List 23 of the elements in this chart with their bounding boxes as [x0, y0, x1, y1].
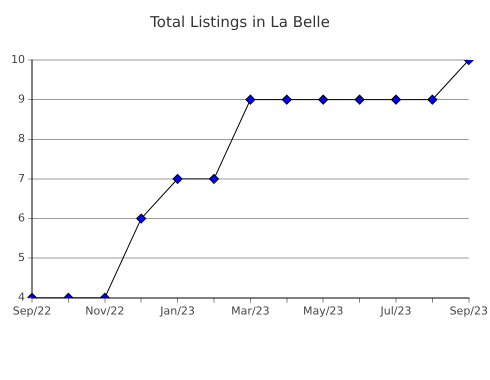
y-tick-label: 6: [18, 211, 25, 224]
x-tick-label: Sep/22: [12, 304, 52, 318]
point: [354, 94, 365, 105]
point: [172, 174, 183, 184]
point: [208, 174, 219, 184]
x-tick-label: Sep/23: [450, 304, 488, 318]
point: [282, 94, 292, 105]
point: [390, 94, 401, 105]
chart-title: Total Listings in La Belle: [149, 12, 330, 31]
x-tick-label: Mar/23: [231, 304, 270, 318]
y-tick-label: 5: [18, 251, 25, 264]
y-tick-label: 7: [18, 172, 25, 185]
x-tick-label: Jan/23: [159, 304, 195, 318]
x-tick-label: Jul/23: [379, 304, 412, 318]
y-tick-label: 8: [18, 132, 25, 146]
point: [427, 94, 438, 105]
x-tick-label: May/23: [302, 304, 344, 318]
point: [318, 94, 328, 105]
x-tick-label: Nov/22: [85, 304, 124, 318]
y-tick-label: 4: [18, 290, 25, 304]
point: [245, 94, 256, 105]
y-tick-label: 9: [18, 92, 25, 106]
y-tick-label: 10: [10, 52, 25, 66]
